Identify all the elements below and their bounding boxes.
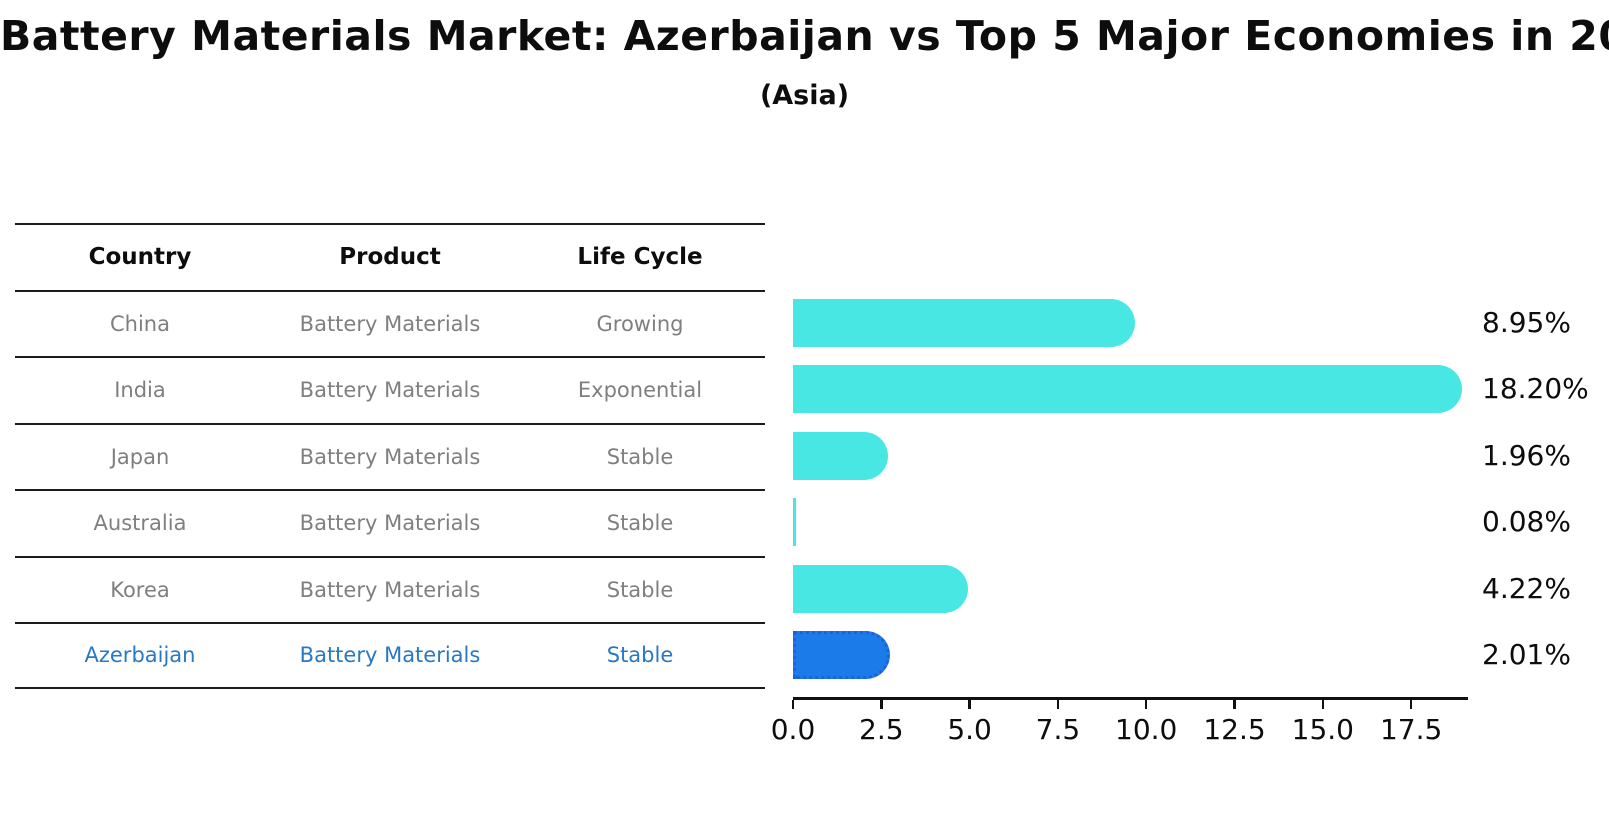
x-axis-tick-label: 12.5 (1203, 713, 1266, 746)
bar (793, 365, 1462, 414)
table-cell-life_cycle: Stable (606, 643, 674, 668)
x-axis-tick-label: 2.5 (859, 713, 904, 746)
x-axis-tick (791, 699, 795, 709)
x-axis-tick (968, 699, 971, 709)
bar-value-label: 8.95% (1482, 305, 1571, 339)
x-axis-tick-label: 0.0 (770, 713, 816, 746)
table-cell-product: Battery Materials (299, 378, 481, 403)
table-header-cell: Product (339, 244, 441, 271)
table-cell-product: Battery Materials (299, 311, 481, 336)
chart-title: Battery Materials Market: Azerbaijan vs … (0, 12, 1609, 60)
table-row: Korea Battery Materials Stable (15, 555, 765, 623)
x-axis-tick (1321, 699, 1325, 709)
table-row: Japan Battery Materials Stable (15, 422, 765, 490)
x-axis-tick-label: 7.5 (1035, 713, 1081, 746)
table-cell-life_cycle: Stable (606, 444, 674, 469)
data-table: Country Product Life Cycle China Battery Mat… (15, 223, 765, 689)
table-cell-life_cycle: Stable (606, 577, 674, 602)
x-axis-tick (1409, 699, 1413, 709)
x-axis-tick (880, 699, 883, 709)
bar-value-label: 2.01% (1482, 638, 1571, 672)
table-cell-country: Korea (110, 577, 170, 602)
table-cell-life_cycle: Stable (606, 511, 674, 536)
x-axis-tick (1233, 699, 1236, 709)
table-cell-country: Japan (110, 444, 170, 469)
table-cell-country: India (114, 378, 166, 403)
x-axis-tick-label: 5.0 (947, 713, 992, 746)
bar-highlight (793, 631, 890, 680)
bar (793, 564, 969, 613)
table-header-row: Country Product Life Cycle (15, 223, 765, 290)
table-row: Azerbaijan Battery Materials Stable (15, 622, 765, 689)
table-cell-product: Battery Materials (299, 511, 481, 536)
bar (793, 298, 1136, 347)
table-header-cell: Life Cycle (577, 244, 703, 271)
bar-value-label: 1.96% (1482, 438, 1571, 472)
bar-value-label: 0.08% (1482, 505, 1571, 539)
table-header-cell: Country (88, 244, 192, 271)
bar (793, 498, 796, 547)
table-row: India Battery Materials Exponential (15, 356, 765, 423)
x-axis-tick-label: 15.0 (1291, 713, 1354, 746)
chart-subtitle: (Asia) (759, 80, 850, 111)
table-row: China Battery Materials Growing (15, 289, 765, 357)
table-cell-country: Australia (93, 511, 187, 536)
table-cell-product: Battery Materials (299, 444, 481, 469)
table-cell-product: Battery Materials (299, 577, 481, 602)
table-cell-life_cycle: Growing (596, 311, 684, 336)
x-axis-line (793, 697, 1468, 700)
table-cell-product: Battery Materials (299, 643, 481, 668)
x-axis-tick-label: 10.0 (1115, 713, 1178, 746)
table-cell-country: Azerbaijan (84, 643, 196, 668)
table-cell-country: China (110, 311, 170, 336)
bar (793, 431, 889, 480)
x-axis-tick-label: 17.5 (1379, 713, 1443, 746)
bar-value-label: 4.22% (1482, 571, 1571, 605)
table-cell-life_cycle: Exponential (577, 378, 703, 403)
table-row: Australia Battery Materials Stable (15, 489, 765, 556)
x-axis-tick (1056, 699, 1060, 709)
bar-value-label: 18.20% (1482, 372, 1589, 406)
x-axis-tick (1144, 699, 1148, 709)
